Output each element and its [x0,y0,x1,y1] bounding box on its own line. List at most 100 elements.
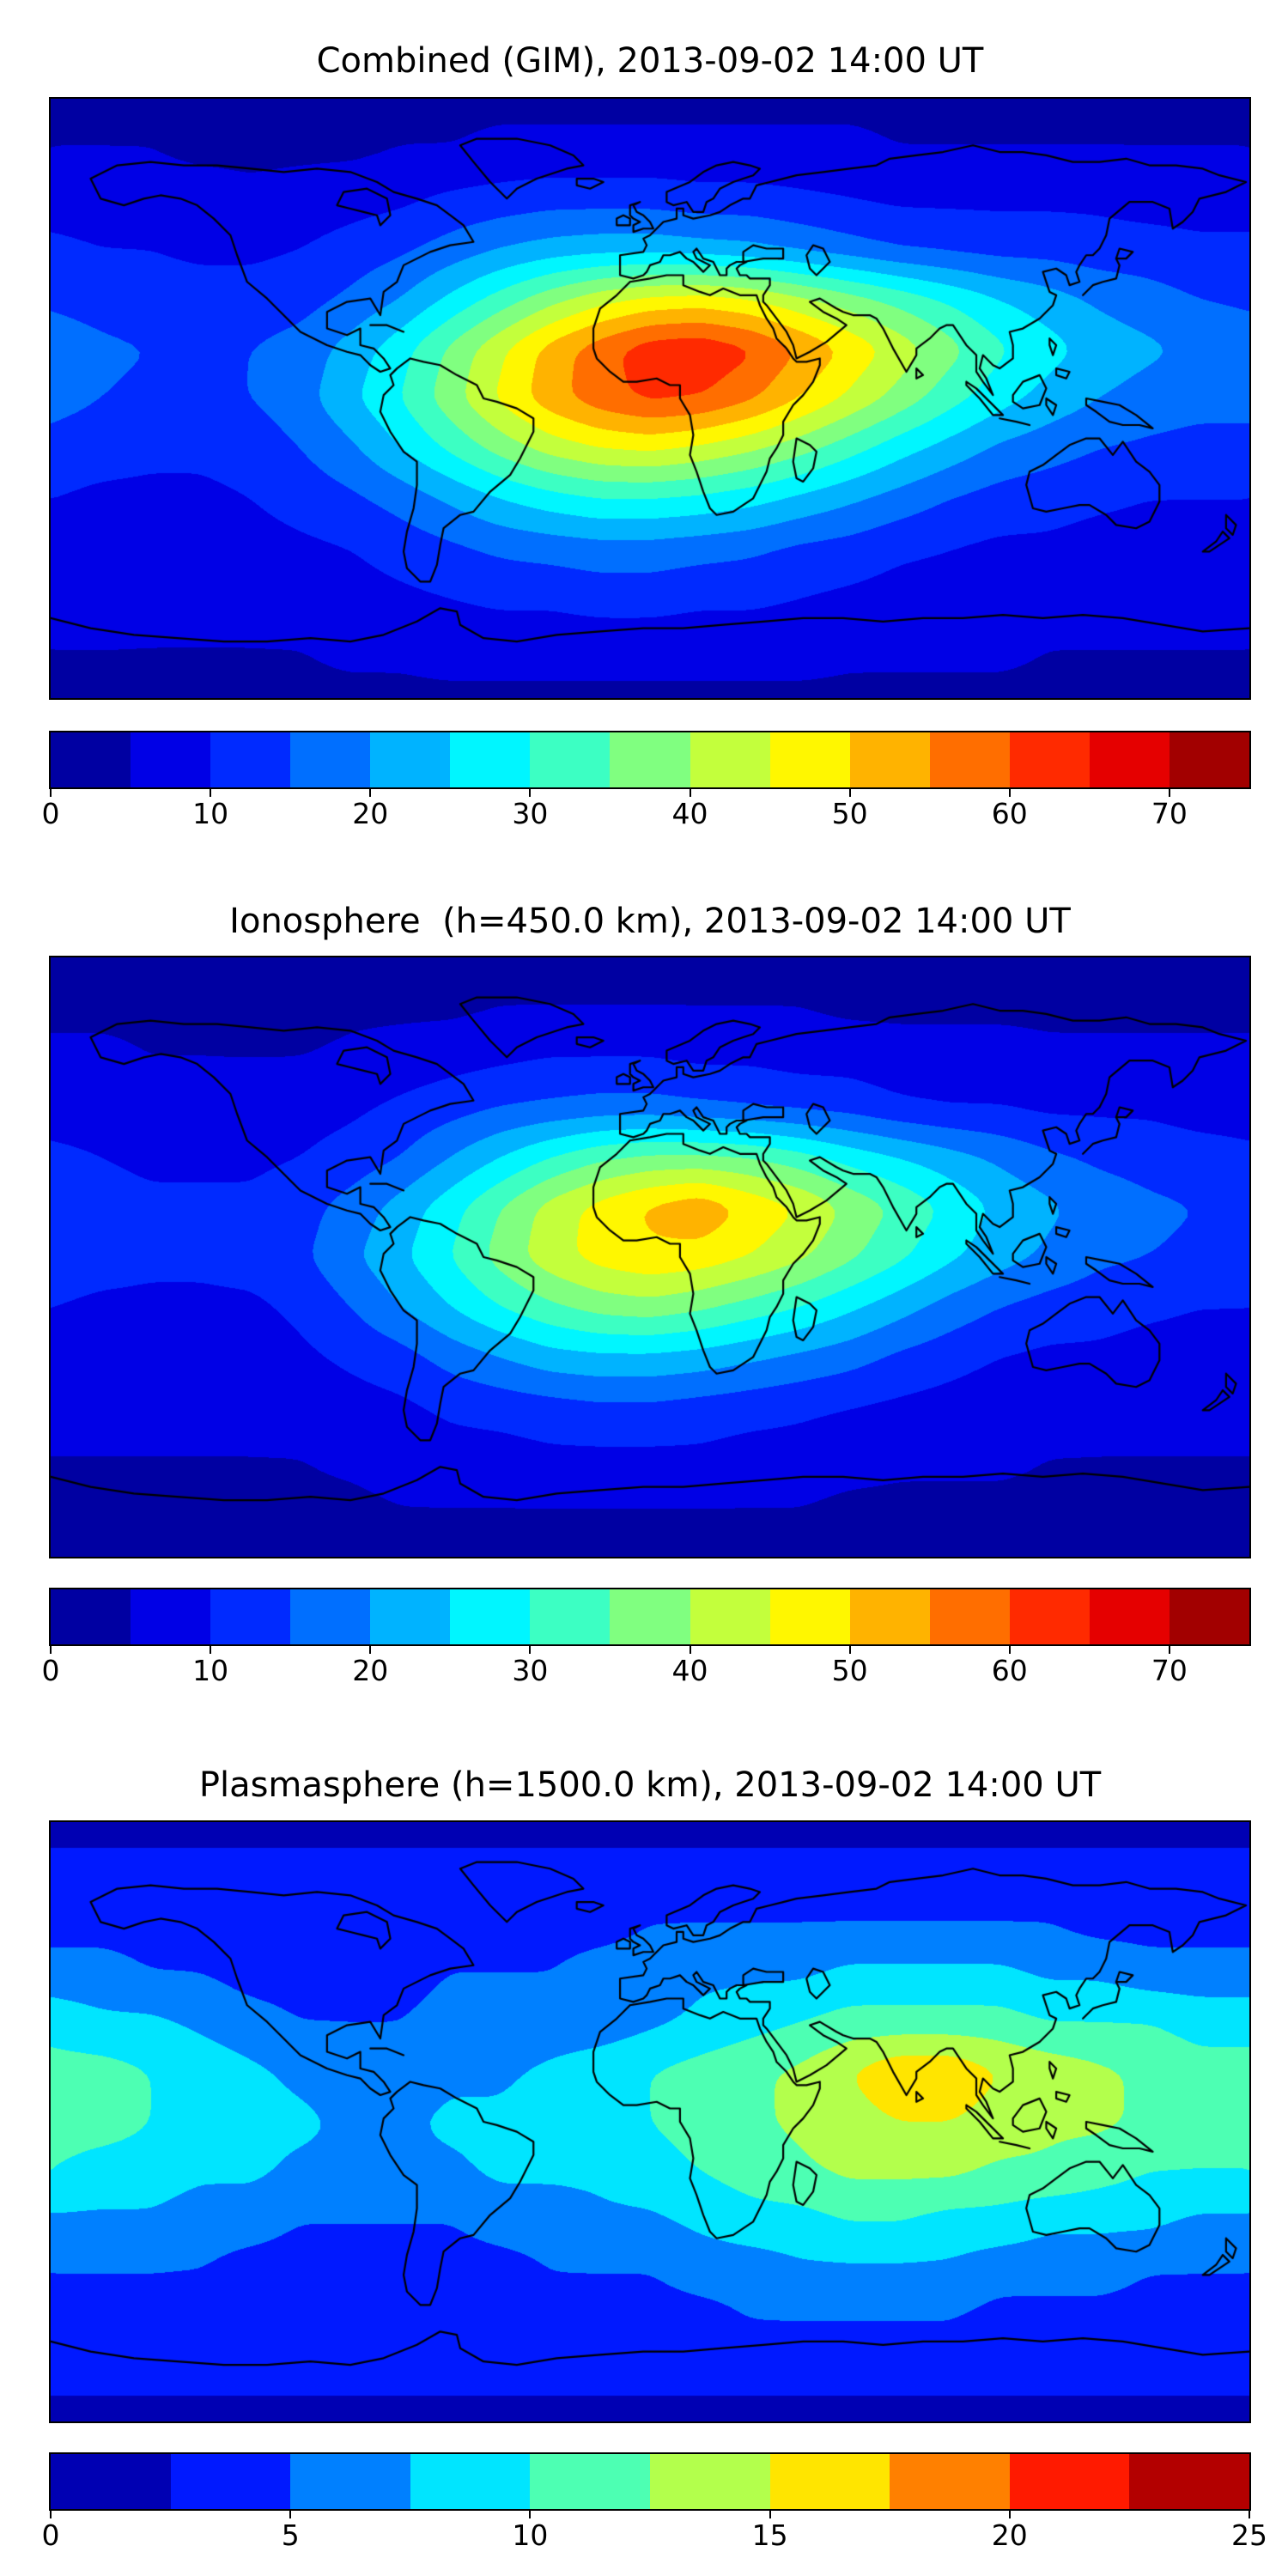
map-canvas-plasmasphere [51,1822,1249,2421]
colorbar-segment [1169,1589,1249,1644]
colorbar-segment [1009,732,1090,787]
colorbar-tick-label: 0 [41,1654,60,1687]
colorbar-tick-label: 30 [512,1654,549,1687]
colorbar-tick-label: 10 [192,1654,229,1687]
colorbar-tick-label: 40 [671,1654,708,1687]
colorbar-segment [370,1589,451,1644]
colorbar-ionosphere [49,1588,1251,1646]
colorbar-tickmark [848,1646,851,1654]
colorbar-tick-label: 10 [512,2518,549,2552]
colorbar-segment [1089,1589,1170,1644]
colorbar-segment [51,732,131,787]
colorbar-combined [49,731,1251,789]
map-frame-plasmasphere [49,1820,1251,2423]
colorbar-segment [450,1589,531,1644]
colorbar-tickmark [50,2511,52,2518]
colorbar-tick-label: 20 [352,1654,389,1687]
colorbar-tickmark [689,1646,691,1654]
colorbar-segment [290,2454,410,2509]
colorbar-tick-label: 30 [512,797,549,830]
colorbar-tickmark [369,1646,372,1654]
colorbar-tick-label: 70 [1151,797,1188,830]
colorbar-segment [890,2454,1010,2509]
colorbar-tickmark [1249,2511,1250,2518]
colorbar-segment [530,732,611,787]
colorbar-tickmark [50,1646,52,1654]
colorbar-tick-label: 50 [831,797,868,830]
colorbar-segment [1089,732,1170,787]
colorbar-tickmark [689,789,691,797]
colorbar-tick-label: 20 [352,797,389,830]
colorbar-tickmark [1168,789,1170,797]
colorbar-tickmark [1008,1646,1011,1654]
colorbar-plasmasphere [49,2452,1251,2511]
colorbar-tickmark [529,1646,532,1654]
colorbar-segment [370,732,451,787]
colorbar-tickmark [529,789,532,797]
colorbar-segment [610,732,690,787]
colorbar-tickmark [848,789,851,797]
colorbar-segment [1129,2454,1249,2509]
colorbar-segment [849,1589,930,1644]
colorbar-segment [51,2454,171,2509]
colorbar-tick-label: 5 [281,2518,300,2552]
colorbar-segment [610,1589,690,1644]
panel-title-combined: Combined (GIM), 2013-09-02 14:00 UT [316,41,984,81]
colorbar-tickmark [769,2511,771,2518]
map-frame-combined [49,97,1251,700]
colorbar-tickmark [289,2511,292,2518]
map-canvas-combined [51,99,1249,698]
colorbar-segment [929,732,1010,787]
colorbar-segment [51,1589,131,1644]
colorbar-segment [131,1589,211,1644]
colorbar-tickmark [210,789,212,797]
colorbar-tick-label: 15 [751,2518,788,2552]
colorbar-segment [290,1589,371,1644]
colorbar-segment [210,732,291,787]
colorbar-segment [769,732,850,787]
colorbar-tick-label: 60 [991,797,1028,830]
panel-title-plasmasphere: Plasmasphere (h=1500.0 km), 2013-09-02 1… [198,1765,1102,1805]
colorbar-segment [450,732,531,787]
colorbar-segment [649,2454,770,2509]
colorbar-segment [410,2454,531,2509]
colorbar-segment [690,732,770,787]
colorbar-tick-label: 70 [1151,1654,1188,1687]
colorbar-tick-label: 10 [192,797,229,830]
colorbar-segment [1009,1589,1090,1644]
colorbar-segment [769,2454,890,2509]
colorbar-segment [530,1589,611,1644]
colorbar-segment [849,732,930,787]
colorbar-segment [1169,732,1249,787]
colorbar-ticks-combined: 0 10 20 30 40 50 60 70 [42,789,1249,837]
colorbar-tickmark [210,1646,212,1654]
colorbar-segment [690,1589,770,1644]
colorbar-tickmark [50,789,52,797]
colorbar-segment [769,1589,850,1644]
colorbar-tick-label: 40 [671,797,708,830]
colorbar-ticks-plasmasphere: 0 5 10 15 20 25 [42,2511,1267,2559]
colorbar-tick-label: 0 [41,2518,60,2552]
colorbar-segment [929,1589,1010,1644]
map-frame-ionosphere [49,956,1251,1558]
colorbar-tickmark [1008,789,1011,797]
colorbar-tickmark [1008,2511,1011,2518]
colorbar-segment [1009,2454,1130,2509]
colorbar-tick-label: 25 [1231,2518,1267,2552]
colorbar-tickmark [369,789,372,797]
colorbar-segment [131,732,211,787]
colorbar-tick-label: 20 [991,2518,1028,2552]
panel-title-ionosphere: Ionosphere (h=450.0 km), 2013-09-02 14:0… [229,902,1071,941]
colorbar-tickmark [529,2511,532,2518]
colorbar-segment [210,1589,291,1644]
colorbar-segment [290,732,371,787]
colorbar-segment [530,2454,650,2509]
colorbar-tickmark [1168,1646,1170,1654]
colorbar-tick-label: 60 [991,1654,1028,1687]
map-canvas-ionosphere [51,957,1249,1557]
colorbar-tick-label: 0 [41,797,60,830]
colorbar-segment [170,2454,291,2509]
colorbar-ticks-ionosphere: 0 10 20 30 40 50 60 70 [42,1646,1249,1694]
colorbar-tick-label: 50 [831,1654,868,1687]
